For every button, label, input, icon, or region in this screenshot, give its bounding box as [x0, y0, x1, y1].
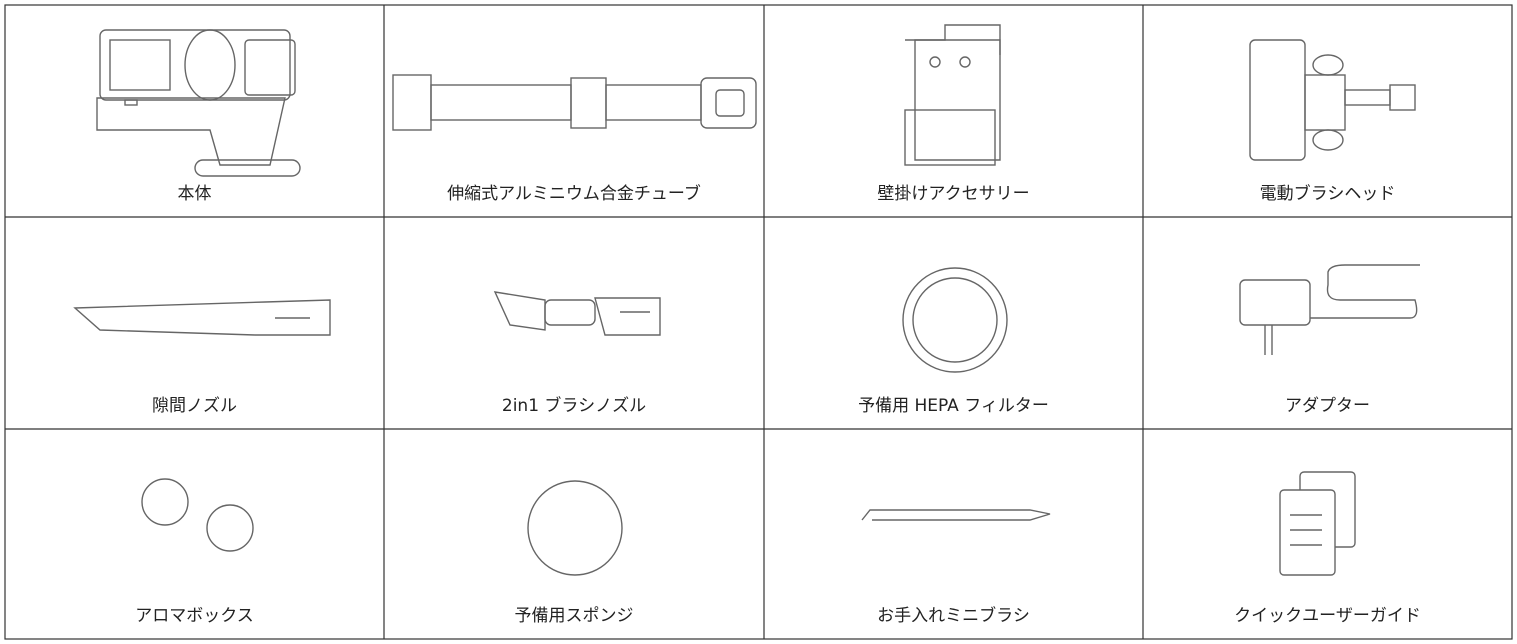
brush-head-icon — [1249, 39, 1416, 161]
item-label: アロマボックス — [135, 606, 254, 626]
mini-brush-icon — [861, 509, 1051, 521]
table-grid — [4, 4, 1513, 640]
aroma-box-icon — [141, 478, 254, 552]
guide-icon — [1279, 471, 1356, 576]
crevice-nozzle-icon — [73, 299, 331, 336]
item-label: 隙間ノズル — [152, 396, 237, 416]
tube-icon — [392, 74, 757, 131]
item-label: 予備用 HEPA フィルター — [858, 396, 1049, 416]
sponge-icon — [527, 480, 623, 576]
item-label: お手入れミニブラシ — [877, 605, 1030, 626]
item-label: アダプター — [1285, 396, 1370, 416]
item-label: 電動ブラシヘッド — [1260, 183, 1396, 204]
two-in-one-nozzle-icon — [493, 291, 661, 336]
item-label: 本体 — [178, 184, 212, 204]
vacuum-icon — [96, 29, 301, 177]
item-label: クイックユーザーガイド — [1234, 606, 1421, 626]
item-label: 予備用スポンジ — [515, 606, 634, 626]
adapter-icon — [1239, 264, 1420, 355]
item-label: 伸縮式アルミニウム合金チューブ — [447, 183, 701, 204]
wall-mount-icon — [904, 24, 1001, 166]
hepa-filter-icon — [902, 267, 1008, 373]
item-label: 2in1 ブラシノズル — [502, 395, 646, 416]
item-label: 壁掛けアクセサリー — [877, 184, 1029, 204]
